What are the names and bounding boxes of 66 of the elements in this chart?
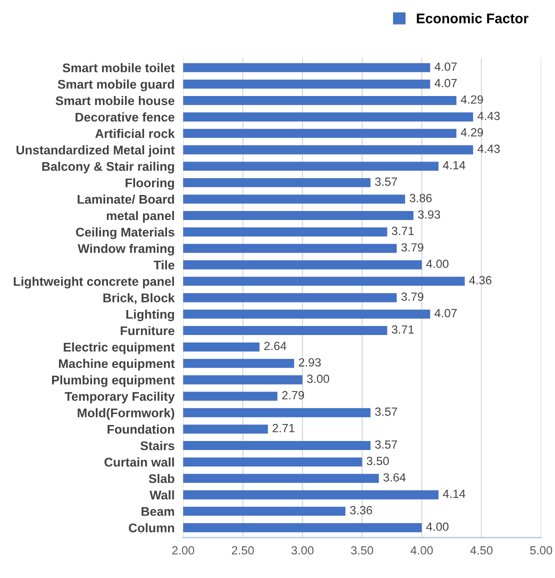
data-label: 3.71 bbox=[392, 325, 414, 334]
data-label: 4.07 bbox=[434, 62, 457, 71]
y-tick-label: Column bbox=[128, 523, 174, 532]
x-tick-label: 2.50 bbox=[232, 546, 254, 555]
y-tick-label: Ceiling Materials bbox=[76, 227, 174, 240]
data-label: 3.79 bbox=[401, 243, 424, 252]
y-tick-label: Decorative fence bbox=[76, 112, 174, 122]
x-tick-label: 4.50 bbox=[470, 546, 492, 555]
y-tick-label: Wall bbox=[150, 490, 174, 500]
data-label: 3.57 bbox=[375, 407, 398, 416]
data-label: 3.36 bbox=[350, 506, 372, 514]
y-tick-label: Slab bbox=[148, 474, 174, 484]
data-label: 4.29 bbox=[460, 128, 483, 137]
data-label: 3.71 bbox=[392, 226, 414, 236]
y-tick-label: Smart mobile house bbox=[56, 96, 174, 106]
data-label: 3.86 bbox=[410, 194, 432, 202]
data-label: 4.43 bbox=[478, 112, 500, 120]
y-tick-label: Tile bbox=[154, 260, 174, 270]
y-tick-label: Lighting bbox=[126, 310, 174, 322]
data-label: 4.43 bbox=[478, 144, 500, 153]
data-label: 4.00 bbox=[426, 522, 448, 531]
y-tick-label: Smart mobile toilet bbox=[62, 63, 175, 72]
data-label: 4.29 bbox=[460, 95, 483, 104]
y-tick-label: Beam bbox=[142, 507, 174, 516]
data-label: 4.07 bbox=[434, 78, 457, 88]
x-tick-label: 5.00 bbox=[530, 546, 552, 555]
y-tick-label: Balcony & Stair railing bbox=[42, 162, 174, 174]
data-label: 4.07 bbox=[434, 308, 457, 318]
data-label: 4.36 bbox=[469, 276, 492, 284]
y-tick-label: Mold(Formwork) bbox=[78, 408, 174, 420]
y-tick-label: Flooring bbox=[126, 178, 174, 190]
data-label: 3.79 bbox=[401, 292, 424, 301]
x-tick-label: 2.00 bbox=[172, 546, 194, 555]
data-label: 2.64 bbox=[264, 342, 286, 350]
data-label: 3.64 bbox=[383, 473, 406, 482]
x-tick-label: 3.50 bbox=[351, 546, 374, 555]
y-tick-label: Artificial rock bbox=[95, 128, 175, 138]
y-tick-label: Foundation bbox=[108, 424, 174, 434]
x-tick-label: 3.00 bbox=[291, 546, 314, 555]
y-tick-label: Curtain wall bbox=[104, 457, 174, 467]
x-tick-label: 4.00 bbox=[410, 546, 433, 555]
y-tick-label: Stairs bbox=[140, 441, 174, 450]
data-label: 2.93 bbox=[298, 358, 321, 367]
y-tick-label: Brick, Block bbox=[103, 293, 175, 304]
y-tick-label: Electric equipment bbox=[64, 342, 175, 354]
data-label: 3.00 bbox=[307, 374, 330, 383]
y-tick-label: metal panel bbox=[106, 210, 174, 223]
data-label: 2.71 bbox=[272, 424, 294, 432]
y-tick-label: Machine equipment bbox=[58, 358, 175, 371]
y-tick-label: Lightweight concrete panel bbox=[14, 276, 174, 288]
data-label: 3.50 bbox=[366, 456, 389, 466]
y-tick-label: Furniture bbox=[120, 326, 174, 336]
y-tick-label: Unstandardized Metal joint bbox=[16, 145, 175, 157]
data-label: 4.14 bbox=[442, 161, 466, 170]
y-tick-label: Temporary Facility bbox=[64, 392, 175, 404]
legend-label: Economic Factor bbox=[416, 13, 528, 24]
y-tick-label: Plumbing equipment bbox=[52, 375, 175, 387]
y-tick-label: Smart mobile guard bbox=[58, 80, 174, 92]
data-label: 3.93 bbox=[418, 210, 440, 219]
data-label: 4.14 bbox=[442, 490, 466, 498]
data-label: 3.57 bbox=[375, 177, 398, 186]
data-label: 2.79 bbox=[282, 391, 304, 400]
data-label: 4.00 bbox=[426, 260, 448, 268]
data-label: 3.57 bbox=[375, 440, 398, 449]
y-tick-label: Laminate/ Board bbox=[78, 194, 174, 204]
y-tick-label: Window framing bbox=[78, 244, 174, 256]
